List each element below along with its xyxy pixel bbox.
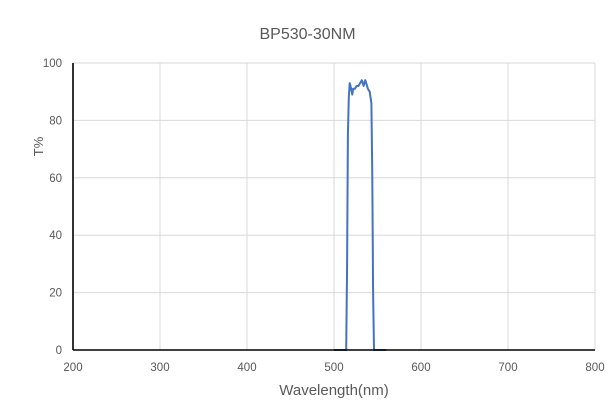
y-tick-label: 80 [49,115,62,127]
x-tick-label: 200 [63,362,82,374]
series-line [334,79,387,351]
x-axis-label: Wavelength(nm) [279,382,388,399]
y-tick-label: 40 [49,230,62,242]
x-tick-label: 400 [237,362,256,374]
y-tick-label: 60 [49,173,62,185]
x-tick-label: 600 [411,362,430,374]
x-tick-label: 500 [324,362,343,374]
y-tick-label: 0 [56,345,62,357]
x-tick-label: 800 [585,362,604,374]
y-tick-label: 20 [49,288,62,300]
x-tick-label: 300 [150,362,169,374]
x-tick-label: 700 [498,362,517,374]
y-tick-label: 100 [43,58,62,70]
y-axis-label: T% [31,136,46,156]
chart-title: BP530-30NM [259,26,356,43]
